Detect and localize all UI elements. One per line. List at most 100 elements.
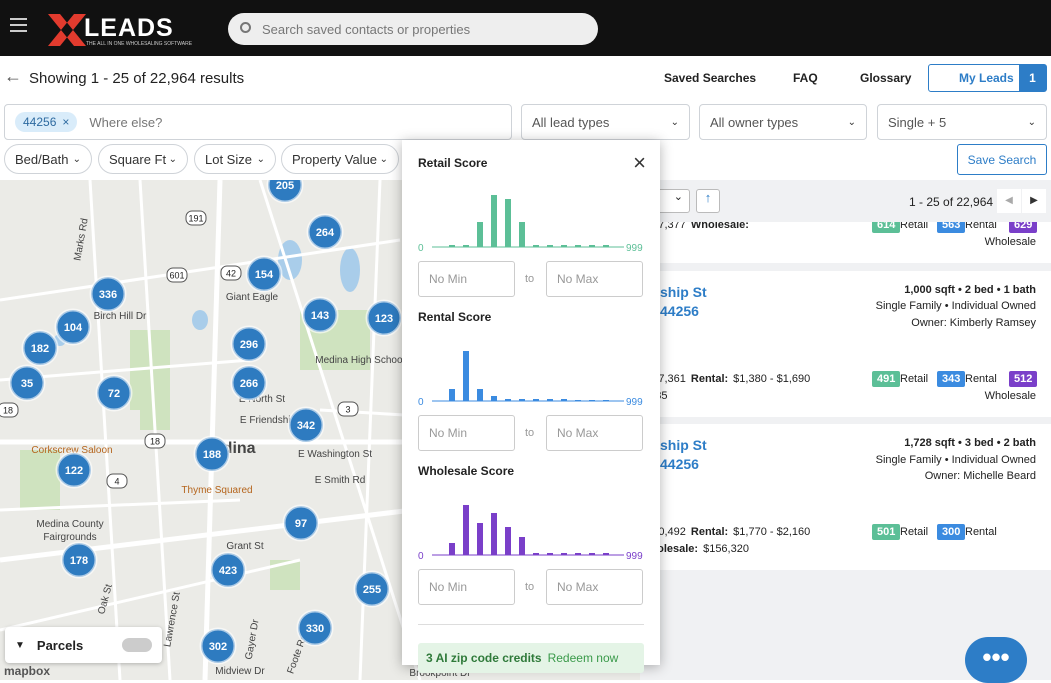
axis-min: 0	[418, 397, 424, 408]
dropdown[interactable]: All lead types ⌄	[521, 104, 690, 140]
score-badge: 501	[872, 524, 901, 540]
route-shield	[144, 433, 166, 449]
section-title: Wholesale Score	[418, 464, 515, 478]
credits-text: 3 AI zip code credits	[426, 651, 542, 665]
place-label: Fairgrounds	[43, 532, 96, 543]
score-input[interactable]: No Min	[418, 261, 515, 297]
filter-label: Bed/Bath	[15, 151, 69, 167]
parcels-toggle[interactable]: ▼ Parcels	[5, 627, 162, 663]
cluster	[230, 364, 268, 402]
histogram-bar	[477, 222, 483, 247]
cluster	[287, 406, 325, 444]
histogram-bar	[505, 399, 511, 401]
histogram-bar	[477, 523, 483, 555]
results-count: Showing 1 - 25 of 22,964 results	[29, 70, 245, 87]
histogram-bar	[561, 245, 567, 247]
price-part: $1,380 - $1,690	[733, 372, 811, 385]
close-button[interactable]: ×	[633, 150, 646, 175]
badge-label: Rental	[965, 526, 997, 538]
histogram-bar	[491, 396, 497, 401]
save-search[interactable]: Save Search	[957, 144, 1047, 175]
cluster	[193, 435, 231, 473]
histogram-bar	[519, 222, 525, 247]
histogram: 0 999	[418, 505, 643, 562]
search-box[interactable]: Search saved contacts or properties	[228, 13, 598, 45]
cluster-count: 255	[363, 584, 381, 596]
histogram-bar	[477, 389, 483, 401]
cluster	[306, 213, 344, 251]
histogram-bar	[519, 399, 525, 401]
route-number: 18	[3, 406, 13, 416]
histogram-bar	[575, 400, 581, 401]
dropdown[interactable]: Single + 5 ⌄	[877, 104, 1047, 140]
score-input[interactable]: No Min	[418, 415, 515, 451]
chevron: ▼	[15, 639, 25, 651]
axis-max: 999	[626, 243, 643, 254]
cluster	[89, 275, 127, 313]
filter-button[interactable]: Square Ft ⌄	[98, 144, 188, 174]
dropdown-label: All owner types	[710, 114, 799, 130]
filter-button[interactable]: Lot Size ⌄	[194, 144, 276, 174]
nav-link[interactable]: Glossary	[860, 71, 912, 85]
divider	[418, 624, 644, 625]
nav-link[interactable]: FAQ	[793, 71, 818, 85]
zip-chip-text: 44256	[23, 115, 57, 129]
place-label: Medina County	[36, 519, 103, 530]
dropdown-label: Single + 5	[888, 114, 947, 130]
route-shield	[106, 473, 128, 489]
route-number: 4	[114, 477, 119, 487]
credits-banner: 3 AI zip code credits Redeem now	[418, 643, 644, 673]
filter-button[interactable]: Property Value ⌄	[281, 144, 399, 174]
histogram-bar	[505, 199, 511, 247]
cluster	[230, 325, 268, 363]
cluster	[301, 296, 339, 334]
next-page[interactable]: ▶	[1022, 189, 1046, 213]
badge-label: Wholesale	[984, 236, 1036, 248]
nav-link[interactable]: Saved Searches	[664, 71, 757, 85]
back-arrow[interactable]: ←	[4, 66, 22, 86]
cluster	[21, 329, 59, 367]
road	[258, 180, 422, 680]
score-input[interactable]: No Max	[546, 569, 643, 605]
cluster-count: 423	[219, 565, 237, 577]
score-input[interactable]: No Min	[418, 569, 515, 605]
location-input[interactable]: 44256 × Where else?	[4, 104, 512, 140]
redeem-link[interactable]: Redeem now	[547, 651, 619, 665]
cluster	[365, 299, 403, 337]
cluster-count: 330	[306, 623, 324, 635]
cluster-count: 123	[375, 313, 393, 325]
histogram-bar	[603, 553, 609, 555]
search-icon	[240, 22, 251, 33]
place-label: Corkscrew Saloon	[31, 445, 112, 456]
card-details: 1,000 sqft • 2 bed • 1 bath	[904, 283, 1036, 296]
score-input[interactable]: No Max	[546, 261, 643, 297]
switch	[122, 638, 152, 652]
chevron: ⌄	[72, 153, 81, 165]
more-button[interactable]: •••	[965, 637, 1027, 683]
cluster-count: 35	[21, 378, 33, 390]
street[interactable]: ship St	[660, 283, 707, 300]
attribution: mapbox	[4, 664, 51, 678]
park	[20, 450, 60, 510]
route-shield	[185, 210, 207, 226]
my-leads[interactable]: My Leads 1	[928, 64, 1047, 92]
prev-page[interactable]: ◀	[997, 189, 1021, 213]
card-owner: Owner: Kimberly Ramsey	[911, 316, 1036, 329]
cluster-count: 182	[31, 343, 49, 355]
route-shield	[220, 265, 242, 281]
place-label: Giant Eagle	[226, 292, 279, 303]
results-list: $191,216Rental:$1,420 - $1,7304,290491Re…	[640, 180, 1051, 680]
zip: 44256	[660, 302, 699, 319]
histogram-bar	[575, 553, 581, 555]
menu-icon[interactable]	[10, 18, 27, 32]
place-label: Birch Hill Dr	[94, 311, 147, 322]
chevron: ⌄	[847, 116, 856, 128]
dropdown[interactable]: All owner types ⌄	[699, 104, 867, 140]
street[interactable]: ship St	[660, 437, 707, 453]
chevron: ⌄	[168, 153, 177, 165]
cluster	[55, 451, 93, 489]
dropdown-label: All lead types	[532, 114, 610, 130]
filter-button[interactable]: Bed/Bath ⌄	[4, 144, 92, 174]
sort-direction[interactable]: ↑	[696, 189, 720, 213]
score-input[interactable]: No Max	[546, 415, 643, 451]
